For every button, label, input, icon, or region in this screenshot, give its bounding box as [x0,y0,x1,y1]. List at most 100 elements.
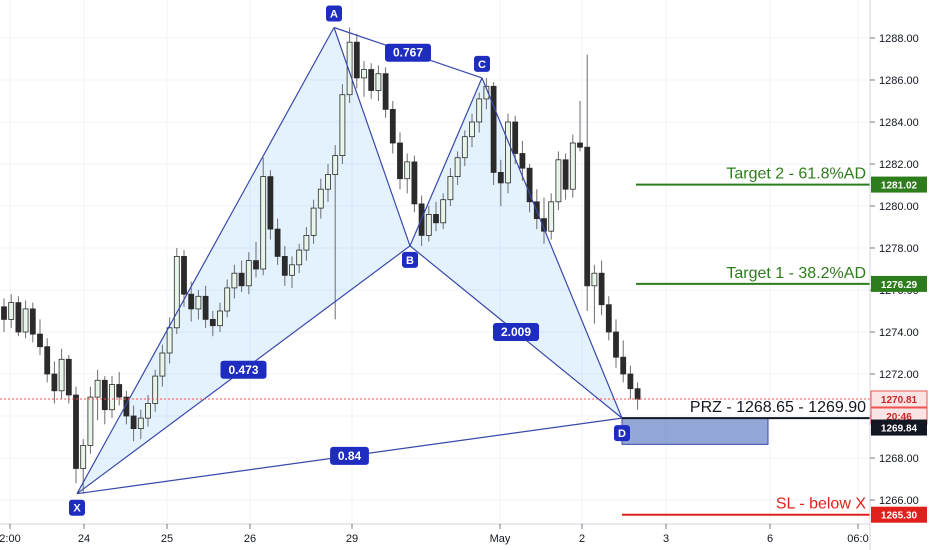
candlestick-series[interactable] [1,27,641,494]
candle[interactable] [339,84,346,164]
candle[interactable] [548,193,555,240]
candle[interactable] [382,67,389,118]
candle[interactable] [152,369,159,412]
candle[interactable] [577,101,583,152]
candle[interactable] [123,390,130,425]
candle[interactable] [325,164,331,202]
candle[interactable] [181,250,187,307]
candle[interactable] [37,319,43,356]
candle[interactable] [253,241,259,278]
candle[interactable] [569,134,576,198]
candle[interactable] [145,395,151,427]
candle[interactable] [627,365,634,400]
candle[interactable] [289,256,295,288]
candle[interactable] [15,296,22,337]
candle[interactable] [238,260,245,293]
candle[interactable] [541,197,547,244]
candle[interactable] [310,199,317,244]
time-axis[interactable]: 2:00 24 25 26 29 May 2 3 6 06:0 [0,523,870,545]
candle[interactable] [397,132,403,190]
candle[interactable] [519,140,526,181]
candle[interactable] [613,319,619,368]
candle[interactable] [440,193,447,230]
candle-body [217,310,223,327]
candle[interactable] [562,153,569,200]
candle[interactable] [1,298,7,332]
candle[interactable] [159,344,166,387]
candle[interactable] [231,264,238,299]
candle[interactable] [411,155,418,213]
candle[interactable] [389,101,396,154]
candle[interactable] [296,243,303,274]
candle[interactable] [137,409,144,440]
candle[interactable] [73,386,79,484]
candle[interactable] [404,153,411,194]
candle[interactable] [173,248,180,335]
candle[interactable] [361,61,367,97]
candle[interactable] [605,296,612,341]
candle[interactable] [454,151,461,185]
candle[interactable] [375,65,382,101]
candle[interactable] [303,227,310,261]
candle[interactable] [202,285,209,328]
candle[interactable] [555,151,562,211]
candle[interactable] [584,54,591,311]
candle[interactable] [317,178,324,219]
candle[interactable] [490,82,497,185]
y-tick-label: 1272.00 [879,369,919,381]
candle[interactable] [267,170,274,240]
candle[interactable] [469,113,475,148]
candle[interactable] [130,405,137,442]
candle[interactable] [368,63,375,99]
candle[interactable] [505,113,511,194]
candle[interactable] [87,386,94,454]
candle[interactable] [116,371,123,406]
pattern-triangle-bcd [410,77,622,419]
candle[interactable] [591,264,598,324]
ratio-label-box [330,446,369,465]
candle-body [145,402,151,419]
candle[interactable] [260,157,267,276]
candle[interactable] [512,115,519,164]
candle[interactable] [94,369,101,421]
candle[interactable] [58,348,65,400]
candle[interactable] [209,311,216,337]
candle[interactable] [224,279,231,318]
candle[interactable] [217,302,223,332]
candle[interactable] [476,92,483,133]
candle[interactable] [65,355,72,404]
candle[interactable] [80,439,87,494]
candle[interactable] [51,361,58,404]
ratio-label-ac: 0.767 [385,43,431,62]
candle[interactable] [447,168,454,206]
candle[interactable] [274,218,281,265]
candle[interactable] [22,300,29,339]
candle[interactable] [332,145,339,320]
candle[interactable] [483,77,490,110]
candle-body [346,41,353,96]
candle-body [289,264,295,276]
candle[interactable] [433,201,439,232]
candle[interactable] [101,376,108,425]
candle[interactable] [461,130,468,167]
candle[interactable] [353,33,360,89]
candle[interactable] [109,376,115,419]
candle[interactable] [346,27,353,104]
candle[interactable] [526,164,533,213]
candle[interactable] [29,302,36,343]
candle[interactable] [8,294,15,328]
price-tag-text: 1281.02 [881,181,918,192]
candle[interactable] [425,206,432,242]
candle[interactable] [497,159,504,206]
ratio-label-text: 0.473 [228,363,258,377]
candle[interactable] [281,245,288,286]
candle[interactable] [188,281,195,322]
candle[interactable] [620,340,627,383]
candle-body [44,346,51,375]
candle[interactable] [598,260,605,316]
candle[interactable] [245,252,252,295]
candle[interactable] [195,290,202,320]
candle[interactable] [44,338,51,383]
